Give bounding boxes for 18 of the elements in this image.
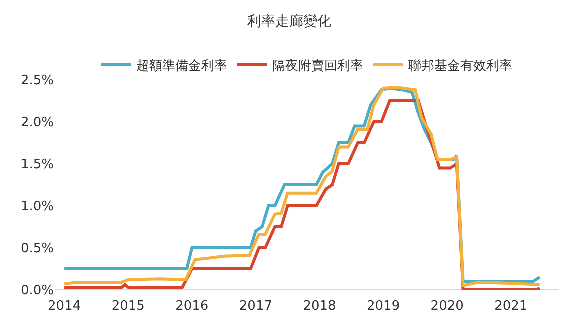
x-tick-label: 2019 — [367, 299, 400, 314]
x-tick-label: 2016 — [176, 299, 209, 314]
legend-label: 超額準備金利率 — [136, 58, 228, 74]
y-tick-label: 2.0% — [20, 116, 54, 131]
legend-label: 隔夜附賣回利率 — [272, 58, 364, 74]
y-tick-label: 1.0% — [20, 200, 54, 215]
x-tick-label: 2015 — [112, 299, 145, 314]
chart-title: 利率走廊變化 — [248, 14, 332, 30]
x-tick-label: 2021 — [494, 299, 528, 314]
x-tick-label: 2017 — [239, 299, 273, 314]
y-tick-label: 2.5% — [20, 74, 54, 89]
x-tick-label: 2018 — [303, 299, 336, 314]
y-tick-label: 0.0% — [20, 284, 54, 299]
y-tick-label: 1.5% — [20, 158, 54, 173]
x-tick-label: 2020 — [430, 299, 464, 314]
y-tick-label: 0.5% — [20, 242, 54, 257]
legend-label: 聯邦基金有效利率 — [408, 58, 512, 74]
x-tick-label: 2014 — [48, 299, 82, 314]
